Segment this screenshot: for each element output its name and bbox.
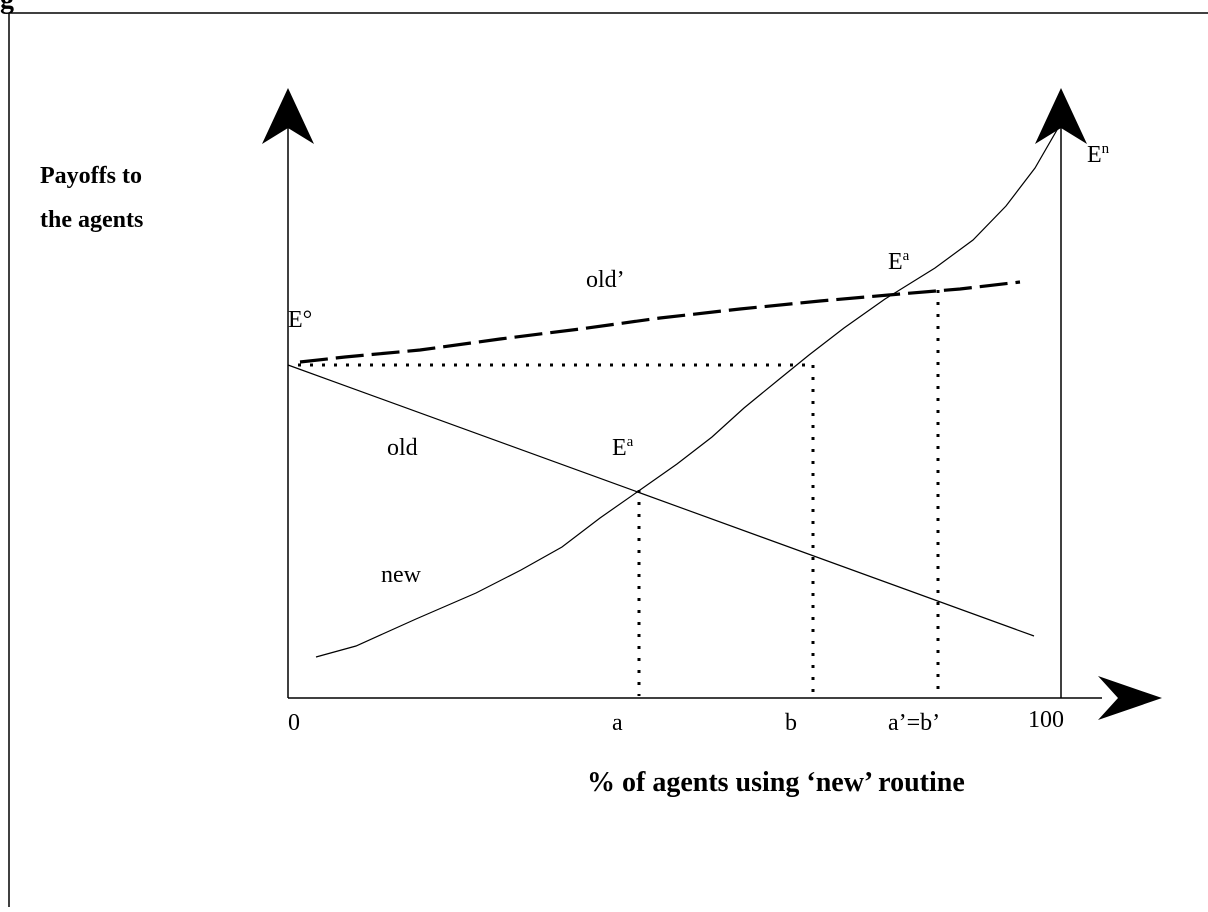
x-tick-a-prime-b-prime: a’=b’ — [888, 710, 940, 736]
x-tick-a: a — [612, 710, 623, 736]
old-curve-label: old — [387, 435, 418, 461]
x-axis-title: % of agents using ‘new’ routine — [587, 767, 965, 798]
reference-lines — [298, 290, 940, 696]
new-payoff-curve — [315, 122, 1062, 658]
cut-off-title-fragment: g — [0, 0, 14, 16]
x-tick-b: b — [785, 710, 797, 736]
x-axis-arrowhead — [1098, 676, 1162, 720]
y-axis-label-line1: Payoffs to — [40, 163, 142, 189]
x-tick-hundred: 100 — [1028, 707, 1064, 733]
y-axis-arrowhead — [262, 88, 314, 144]
old-prime-payoff-curve — [299, 280, 1021, 364]
old-prime-curve-label: old’ — [586, 267, 625, 293]
right-axis-arrowhead — [1035, 88, 1087, 144]
axes — [287, 112, 1102, 699]
e-a-upper-point-label: Ea — [888, 248, 910, 275]
x-tick-zero: 0 — [288, 710, 300, 736]
e-a-lower-point-label: Ea — [612, 434, 634, 461]
e-n-point-label: En — [1087, 141, 1110, 168]
old-payoff-line — [287, 364, 1035, 637]
e-zero-point-label: E° — [288, 307, 312, 333]
y-axis-label-line2: the agents — [40, 207, 143, 233]
new-curve-label: new — [381, 562, 422, 588]
figure-frame — [8, 12, 1208, 907]
